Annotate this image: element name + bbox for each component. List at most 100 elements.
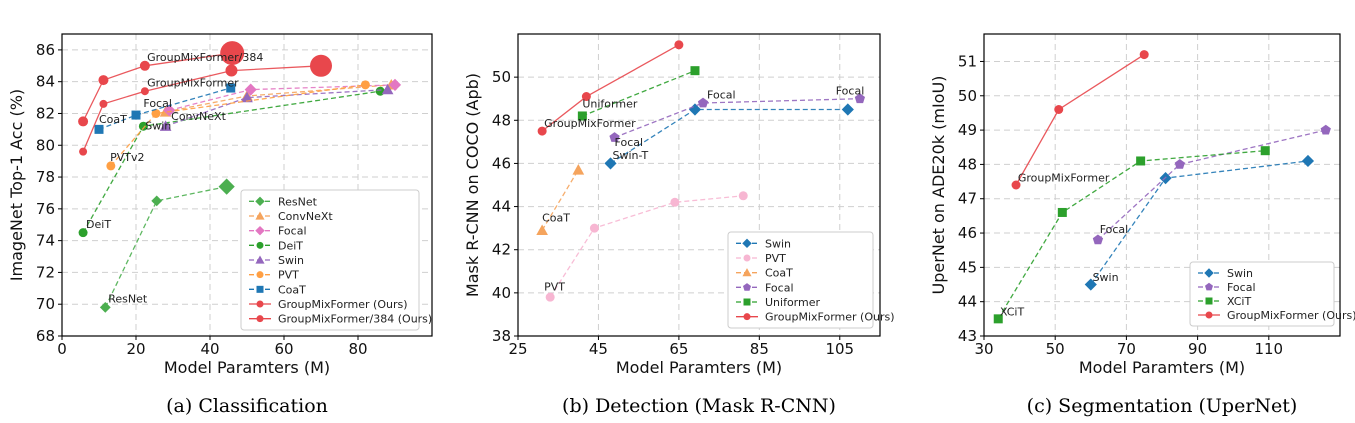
data-point bbox=[140, 87, 149, 96]
legend-box bbox=[727, 231, 874, 329]
y-tick-label: 49 bbox=[958, 121, 977, 139]
y-tick-label: 46 bbox=[958, 224, 977, 242]
series-coat bbox=[536, 164, 585, 235]
x-tick-label: 20 bbox=[126, 340, 145, 358]
legend-marker bbox=[1205, 297, 1213, 305]
legend-marker bbox=[255, 196, 265, 207]
x-tick-label: 80 bbox=[348, 340, 367, 358]
series-uniformer bbox=[577, 66, 700, 121]
series-line bbox=[165, 88, 388, 127]
data-point bbox=[1301, 154, 1315, 168]
legend-label: PVT bbox=[278, 269, 299, 282]
point-annotation: Swin bbox=[1093, 271, 1119, 284]
series-resnet bbox=[99, 178, 235, 313]
panel-caption: (b) Detection (Mask R-CNN) bbox=[562, 395, 836, 417]
point-annotation: CoaT bbox=[99, 113, 127, 126]
x-tick-label: 65 bbox=[669, 340, 688, 358]
x-tick-label: 60 bbox=[274, 340, 293, 358]
legend-label: Focal bbox=[765, 281, 794, 294]
data-point bbox=[220, 41, 245, 66]
series-line bbox=[110, 84, 366, 167]
x-tick-label: 90 bbox=[1188, 340, 1207, 358]
point-annotation: GroupMixFormer bbox=[544, 117, 636, 130]
legend-label: ConvNeXt bbox=[278, 210, 333, 223]
y-tick-label: 51 bbox=[958, 52, 977, 70]
series-line bbox=[82, 52, 233, 122]
axes-frame bbox=[983, 33, 1341, 337]
legend-label: GroupMixFormer (Ours) bbox=[765, 311, 895, 324]
legend-label: DeiT bbox=[278, 239, 303, 252]
point-annotation: Focal bbox=[836, 84, 865, 97]
legend-marker bbox=[256, 271, 264, 279]
point-annotation: GroupMixFormer bbox=[147, 76, 239, 89]
data-point bbox=[159, 120, 172, 131]
y-tick-label: 82 bbox=[36, 104, 55, 122]
data-point bbox=[1011, 180, 1021, 190]
point-annotation: GroupMixFormer bbox=[1018, 172, 1110, 185]
data-point bbox=[241, 91, 253, 103]
data-point bbox=[738, 191, 748, 201]
data-point bbox=[1136, 156, 1146, 166]
data-point bbox=[572, 164, 585, 175]
data-point bbox=[94, 124, 104, 134]
data-point bbox=[1092, 234, 1104, 245]
legend-label: Swin bbox=[1227, 267, 1253, 280]
x-tick-label: 105 bbox=[825, 340, 854, 358]
data-point bbox=[1057, 207, 1067, 217]
legend-marker bbox=[1204, 268, 1214, 278]
series-pvt bbox=[106, 80, 370, 171]
legend-marker bbox=[743, 298, 751, 306]
y-tick-label: 70 bbox=[36, 295, 55, 313]
chart-panel-a: GroupMixFormer/384 GroupMixFormer Focal Coa… bbox=[7, 33, 433, 417]
data-point bbox=[388, 78, 402, 91]
series-line bbox=[997, 150, 1266, 320]
series-xcit bbox=[993, 146, 1270, 324]
legend-marker bbox=[742, 238, 752, 249]
legend-marker bbox=[743, 313, 751, 321]
point-annotation: Focal bbox=[615, 136, 644, 149]
series-line bbox=[549, 195, 744, 298]
series-focal bbox=[609, 93, 865, 142]
data-point bbox=[1054, 105, 1064, 114]
y-tick-label: 72 bbox=[36, 263, 55, 281]
point-annotation: Focal bbox=[143, 97, 172, 110]
point-annotation: Swin bbox=[145, 119, 171, 132]
y-tick-label: 48 bbox=[492, 111, 511, 129]
data-point bbox=[99, 99, 108, 108]
legend-marker bbox=[743, 254, 751, 262]
y-tick-label: 48 bbox=[958, 155, 977, 173]
series-line bbox=[98, 87, 231, 131]
data-point bbox=[581, 92, 591, 102]
legend-marker bbox=[256, 285, 264, 293]
series-focal bbox=[1092, 124, 1331, 245]
series-line bbox=[582, 70, 696, 117]
data-point bbox=[537, 126, 547, 136]
legend-marker bbox=[743, 283, 751, 291]
axes-frame bbox=[517, 33, 881, 337]
point-annotation: GroupMixFormer/384 bbox=[147, 51, 263, 64]
x-axis-label: Model Paramters (M) bbox=[164, 358, 330, 377]
series-deit bbox=[78, 86, 385, 238]
y-tick-label: 74 bbox=[36, 232, 55, 250]
x-tick-label: 45 bbox=[589, 340, 608, 358]
data-point bbox=[226, 83, 236, 93]
y-tick-label: 47 bbox=[958, 190, 977, 208]
y-tick-label: 50 bbox=[958, 87, 977, 105]
data-point bbox=[151, 108, 161, 118]
data-point bbox=[670, 197, 680, 207]
panel-caption: (c) Segmentation (UperNet) bbox=[1027, 395, 1298, 417]
legend-marker bbox=[1205, 282, 1213, 291]
legend-marker bbox=[255, 225, 265, 236]
legend-marker bbox=[256, 241, 264, 249]
data-point bbox=[78, 228, 88, 238]
y-tick-label: 76 bbox=[36, 200, 55, 218]
point-annotation: PVTv2 bbox=[110, 151, 144, 164]
legend-marker bbox=[256, 300, 264, 308]
x-tick-label: 30 bbox=[974, 340, 993, 358]
data-point bbox=[1139, 50, 1149, 60]
data-point bbox=[688, 103, 702, 116]
point-annotation: PVT bbox=[544, 281, 565, 294]
